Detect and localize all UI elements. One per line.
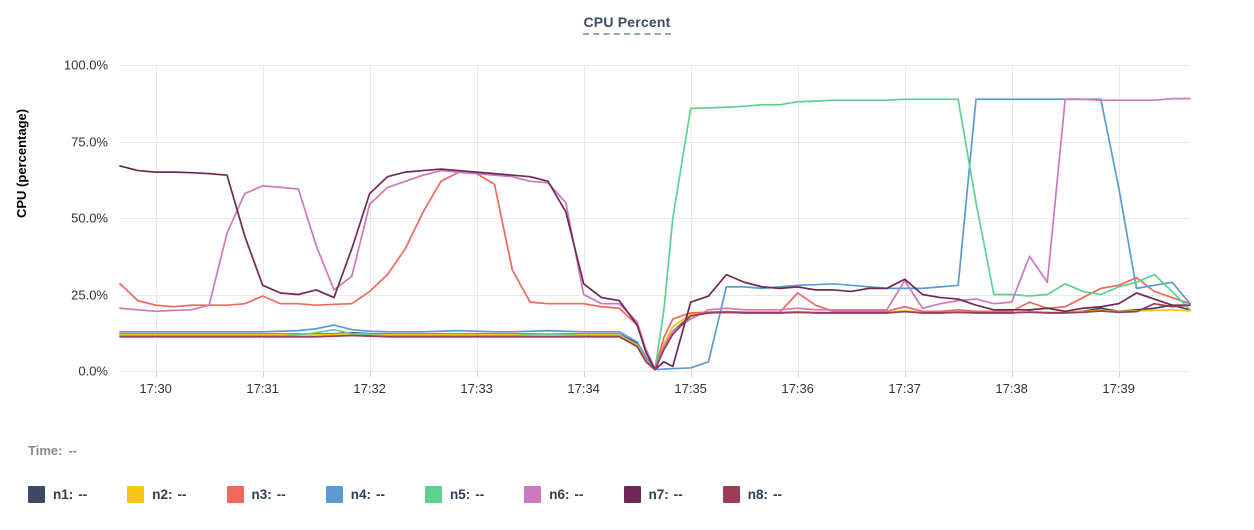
- legend-swatch-n8: [722, 486, 740, 503]
- x-tick-mark: [583, 371, 585, 377]
- chart-title-text: CPU Percent: [583, 14, 671, 35]
- legend-item-n4[interactable]: n4: --: [325, 486, 385, 503]
- gridline-horizontal: [120, 371, 1190, 372]
- legend-name-n6: n6:: [549, 487, 570, 502]
- x-tick-mark: [797, 371, 799, 377]
- legend-value-n4: --: [376, 487, 385, 502]
- gridline-vertical: [1118, 65, 1120, 371]
- legend-label-n7: n7: --: [649, 487, 683, 502]
- x-tick-mark: [262, 371, 264, 377]
- legend-swatch-n1: [28, 486, 45, 503]
- gridline-vertical: [476, 65, 478, 371]
- y-tick-label: 100.0%: [63, 57, 108, 73]
- legend-name-n8: n8:: [747, 487, 768, 502]
- y-tick-label: 75.0%: [71, 134, 108, 149]
- y-tick-label: 25.0%: [71, 287, 108, 302]
- page-title: CPU Percent: [0, 14, 1254, 35]
- legend-item-n8[interactable]: n8: --: [722, 486, 782, 503]
- x-tick-label: 17:38: [995, 381, 1028, 396]
- series-line-n4: [119, 98, 1191, 371]
- legend-label-n4: n4: --: [351, 487, 385, 502]
- series-lines: [119, 97, 1191, 371]
- series-line-n8: [119, 302, 1191, 371]
- gridline-horizontal: [120, 141, 1190, 143]
- legend-value-n3: --: [276, 487, 286, 502]
- gridline-vertical: [583, 65, 585, 371]
- gridline-horizontal: [120, 218, 1190, 219]
- legend-value-n8: --: [773, 487, 782, 502]
- x-tick-label: 17:30: [139, 381, 172, 396]
- legend-name-n1: n1:: [53, 487, 74, 502]
- y-tick-label: 0.0%: [78, 363, 108, 379]
- x-tick-mark: [1118, 371, 1120, 377]
- gridline-vertical: [904, 65, 906, 371]
- legend-label-n3: n3: --: [252, 487, 286, 502]
- gridline-horizontal: [120, 294, 1190, 296]
- legend-item-n5[interactable]: n5: --: [425, 486, 484, 503]
- legend-name-n3: n3:: [251, 487, 272, 502]
- legend-name-n2: n2:: [152, 487, 173, 502]
- series-line-n7: [119, 165, 1191, 371]
- legend-value-n5: --: [475, 487, 485, 502]
- legend-swatch-n6: [524, 486, 542, 503]
- legend-value-n1: --: [78, 487, 88, 502]
- time-value: --: [68, 443, 78, 458]
- x-tick-label: 17:32: [353, 381, 386, 396]
- time-readout: Time: --: [28, 443, 77, 458]
- legend-label-n5: n5: --: [450, 487, 484, 502]
- legend-label-n6: n6: --: [549, 487, 583, 502]
- legend-name-n7: n7:: [648, 487, 669, 502]
- legend-item-n6[interactable]: n6: --: [524, 486, 584, 503]
- legend-item-n2[interactable]: n2: --: [127, 486, 187, 503]
- legend-swatch-n4: [325, 486, 343, 503]
- legend-label-n1: n1: --: [53, 487, 87, 502]
- legend-name-n4: n4:: [350, 487, 371, 502]
- series-line-n5: [119, 98, 1191, 371]
- x-tick-label: 17:35: [674, 381, 707, 396]
- plot-area: [119, 65, 1191, 372]
- legend-swatch-n7: [623, 486, 641, 503]
- legend-name-n5: n5:: [450, 487, 471, 502]
- legend-label-n2: n2: --: [152, 487, 186, 502]
- legend-value-n6: --: [574, 487, 584, 502]
- x-tick-mark: [1011, 371, 1013, 377]
- y-tick-label: 50.0%: [71, 210, 108, 226]
- gridline-vertical: [262, 65, 264, 371]
- series-line-n3: [119, 171, 1191, 371]
- legend-item-n1[interactable]: n1: --: [28, 486, 87, 503]
- gridline-horizontal: [120, 65, 1190, 66]
- legend-value-n2: --: [177, 487, 187, 502]
- x-tick-label: 17:39: [1102, 381, 1135, 396]
- legend-item-n7[interactable]: n7: --: [623, 486, 683, 503]
- legend-swatch-n3: [226, 486, 244, 503]
- series-line-n2: [119, 308, 1191, 371]
- legend-swatch-n5: [425, 486, 442, 503]
- series-line-n6: [119, 97, 1191, 371]
- legend-label-n8: n8: --: [748, 487, 782, 502]
- legend-swatch-n2: [127, 486, 145, 503]
- gridline-vertical: [1011, 65, 1013, 371]
- gridline-vertical: [369, 65, 371, 371]
- x-tick-mark: [155, 371, 157, 377]
- chart-legend: n1: -- n2: -- n3: -- n4: -- n5: -- n6: -- n7: -- n8: --: [28, 486, 822, 503]
- x-tick-mark: [369, 371, 371, 377]
- legend-item-n3[interactable]: n3: --: [226, 486, 286, 503]
- x-tick-label: 17:34: [567, 381, 600, 396]
- x-tick-label: 17:37: [888, 381, 921, 396]
- y-axis-label: CPU (percentage): [14, 108, 29, 218]
- x-tick-mark: [476, 371, 478, 377]
- gridline-vertical: [690, 65, 692, 371]
- gridline-vertical: [155, 65, 157, 371]
- x-tick-mark: [904, 371, 906, 377]
- legend-value-n7: --: [673, 487, 683, 502]
- time-label: Time:: [28, 443, 63, 458]
- x-tick-label: 17:36: [781, 381, 814, 396]
- x-tick-label: 17:31: [246, 381, 279, 396]
- x-tick-mark: [690, 371, 692, 377]
- x-tick-label: 17:33: [460, 381, 493, 396]
- gridline-vertical: [797, 65, 799, 371]
